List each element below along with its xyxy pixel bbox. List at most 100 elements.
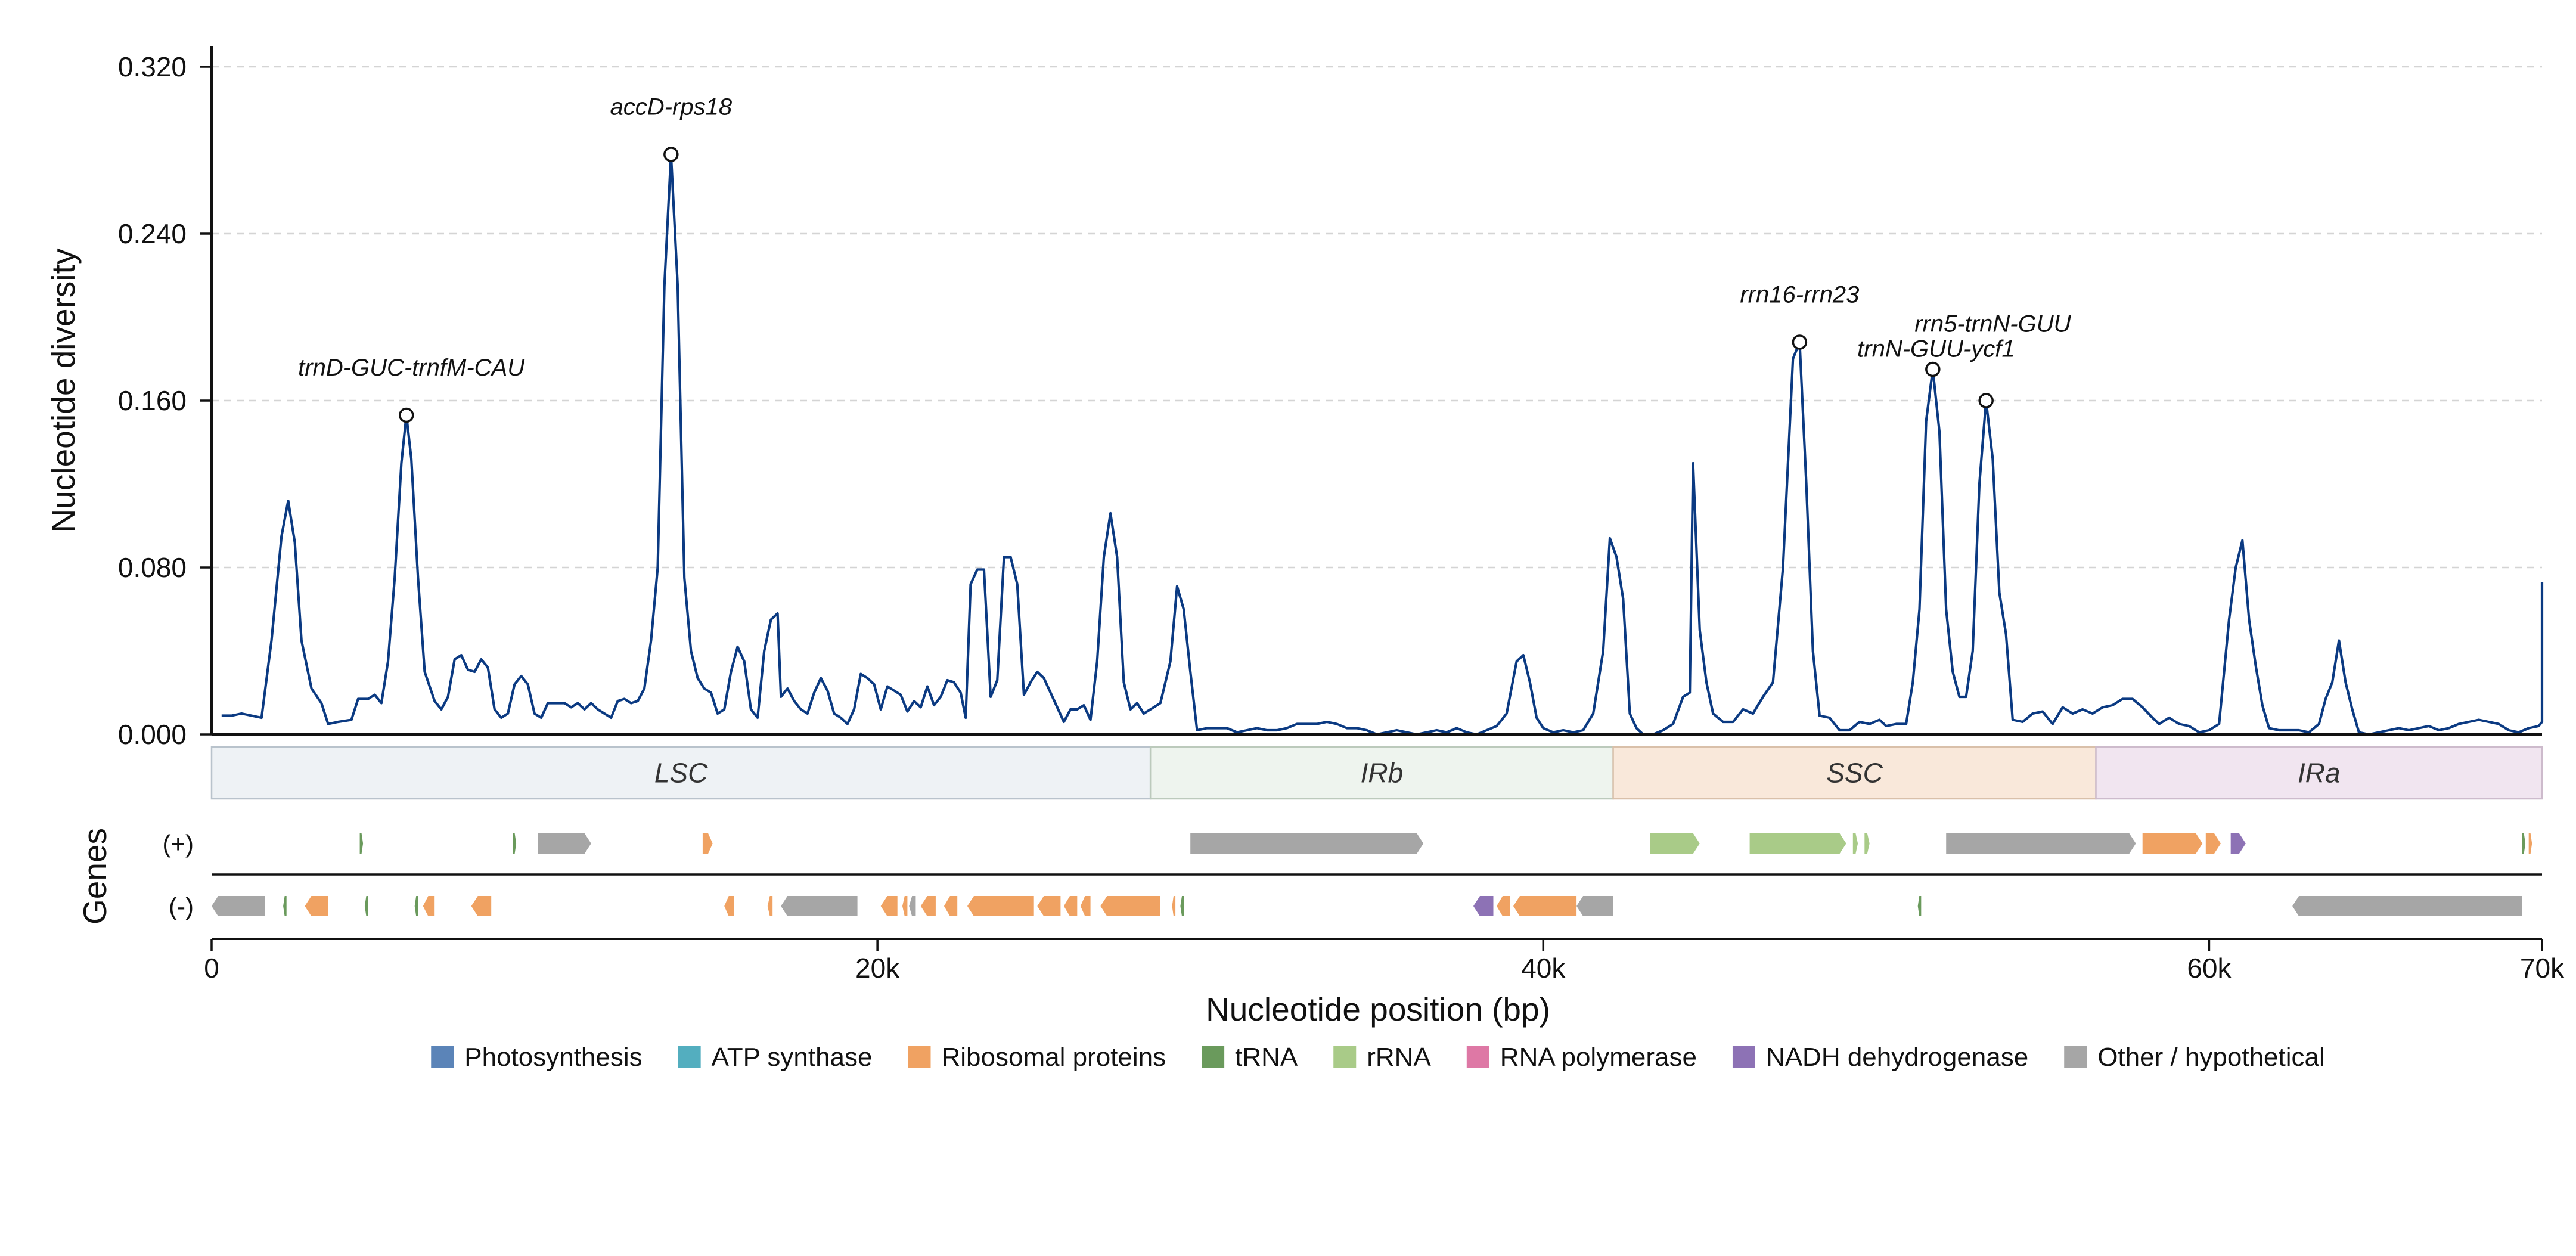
region-label: SSC <box>1826 758 1883 789</box>
gene-arrow <box>724 896 734 916</box>
gene-arrow <box>212 896 265 916</box>
y-tick-label: 0.240 <box>118 218 187 249</box>
gene-arrow <box>2142 833 2203 854</box>
x-tick-label: 40k <box>1521 953 1566 984</box>
gene-arrow <box>2522 833 2526 854</box>
y-tick-label: 0.080 <box>118 552 187 583</box>
gene-arrow <box>967 896 1034 916</box>
y-tick-label: 0.000 <box>118 719 187 750</box>
gene-arrow <box>1513 896 1577 916</box>
peak-marker <box>1792 334 1808 350</box>
gene-arrow <box>1063 896 1078 916</box>
gene-arrow <box>471 896 492 916</box>
strand-label-minus: (-) <box>169 892 194 920</box>
legend-swatch <box>908 1046 931 1068</box>
peak-marker <box>1978 393 1994 408</box>
diversity-series <box>221 153 2544 736</box>
legend-swatch <box>1202 1046 1225 1068</box>
gene-arrow <box>702 833 713 854</box>
gene-arrow <box>1473 896 1494 916</box>
gene-arrow <box>359 833 364 854</box>
gene-arrow <box>423 896 435 916</box>
region-block <box>1612 746 2097 800</box>
legend-swatch <box>431 1046 454 1068</box>
y-tick-label: 0.160 <box>118 385 187 416</box>
y-tick-label: 0.320 <box>118 51 187 82</box>
x-tick-label: 60k <box>2187 953 2232 984</box>
gene-arrow <box>767 896 773 916</box>
gene-arrow <box>1864 833 1870 854</box>
peak-label: rrn16-rrn23 <box>1740 282 1859 308</box>
legend-label: Photosynthesis <box>464 1043 642 1072</box>
gene-arrow <box>1080 896 1091 916</box>
peak-marker <box>663 147 679 162</box>
x-axis-ticks: 0 20k 40k 60k 70k <box>204 939 2565 984</box>
peak-label: rrn5-trnN-GUU <box>1914 311 2071 337</box>
gene-arrow <box>2205 833 2221 854</box>
gene-arrow <box>1190 833 1424 854</box>
legend-label: Ribosomal proteins <box>941 1043 1166 1072</box>
y-axis-ticks: 0.000 0.080 0.160 0.240 0.320 <box>118 51 212 750</box>
region-block <box>1149 746 1614 800</box>
legend-label: Other / hypothetical <box>2097 1043 2325 1072</box>
peak-marker <box>1925 361 1941 377</box>
gene-arrow <box>880 896 898 916</box>
x-tick-label: 70k <box>2520 953 2565 984</box>
gene-arrow <box>1497 896 1510 916</box>
legend-swatch <box>1732 1046 1755 1068</box>
gene-arrow <box>1180 896 1184 916</box>
region-block <box>2095 746 2543 800</box>
x-tick-label: 0 <box>204 953 219 984</box>
x-tick-label: 20k <box>855 953 900 984</box>
axes <box>210 46 2542 940</box>
gene-arrow <box>1650 833 1700 854</box>
gene-arrow <box>1917 896 1922 916</box>
gene-arrow <box>2230 833 2246 854</box>
genome-regions-track: LSC IRb SSC IRa <box>210 746 2543 800</box>
diversity-line <box>221 153 2544 736</box>
y-axis-title: Nucleotide diversity <box>45 248 82 532</box>
gene-arrow <box>909 896 916 916</box>
legend-label: tRNA <box>1235 1043 1298 1072</box>
legend-label: NADH dehydrogenase <box>1766 1043 2028 1072</box>
region-label: LSC <box>654 758 708 789</box>
gene-arrow <box>1749 833 1846 854</box>
gene-arrow <box>1576 896 1613 916</box>
gene-arrow <box>1100 896 1160 916</box>
peak-annotations: trnD-GUC-trnfM-CAU accD-rps18 rrn16-rrn23 t… <box>298 94 2072 423</box>
gene-arrow <box>2528 833 2532 854</box>
gene-arrow <box>781 896 858 916</box>
region-label: IRa <box>2298 758 2341 789</box>
gene-arrow <box>538 833 591 854</box>
gene-arrow <box>414 896 418 916</box>
gene-arrow <box>1946 833 2136 854</box>
peak-label: accD-rps18 <box>610 94 733 120</box>
gene-arrow <box>513 833 517 854</box>
gene-arrow <box>920 896 936 916</box>
gene-arrow <box>305 896 328 916</box>
peak-label: trnN-GUU-ycf1 <box>1857 336 2015 362</box>
legend-label: rRNA <box>1367 1043 1431 1072</box>
legend-swatch <box>2064 1046 2087 1068</box>
gene-arrow <box>1852 833 1858 854</box>
gene-arrow <box>902 896 908 916</box>
gene-arrow <box>1172 896 1176 916</box>
legend-swatch <box>678 1046 701 1068</box>
gene-arrow <box>283 896 287 916</box>
legend-label: RNA polymerase <box>1500 1043 1697 1072</box>
x-axis-title: Nucleotide position (bp) <box>1206 991 1550 1028</box>
gene-category-legend: Photosynthesis ATP synthase Ribosomal prot… <box>431 1043 2325 1072</box>
strand-label-plus: (+) <box>163 830 194 858</box>
gene-track: (+) (-) <box>163 830 2542 920</box>
genes-track-title: Genes <box>76 828 113 925</box>
grid-lines <box>212 66 2542 569</box>
legend-swatch <box>1466 1046 1489 1068</box>
legend-swatch <box>1333 1046 1357 1068</box>
gene-arrow <box>944 896 958 916</box>
peak-label: trnD-GUC-trnfM-CAU <box>298 355 525 381</box>
legend-label: ATP synthase <box>712 1043 873 1072</box>
gene-arrow <box>1037 896 1061 916</box>
region-label: IRb <box>1361 758 1404 789</box>
